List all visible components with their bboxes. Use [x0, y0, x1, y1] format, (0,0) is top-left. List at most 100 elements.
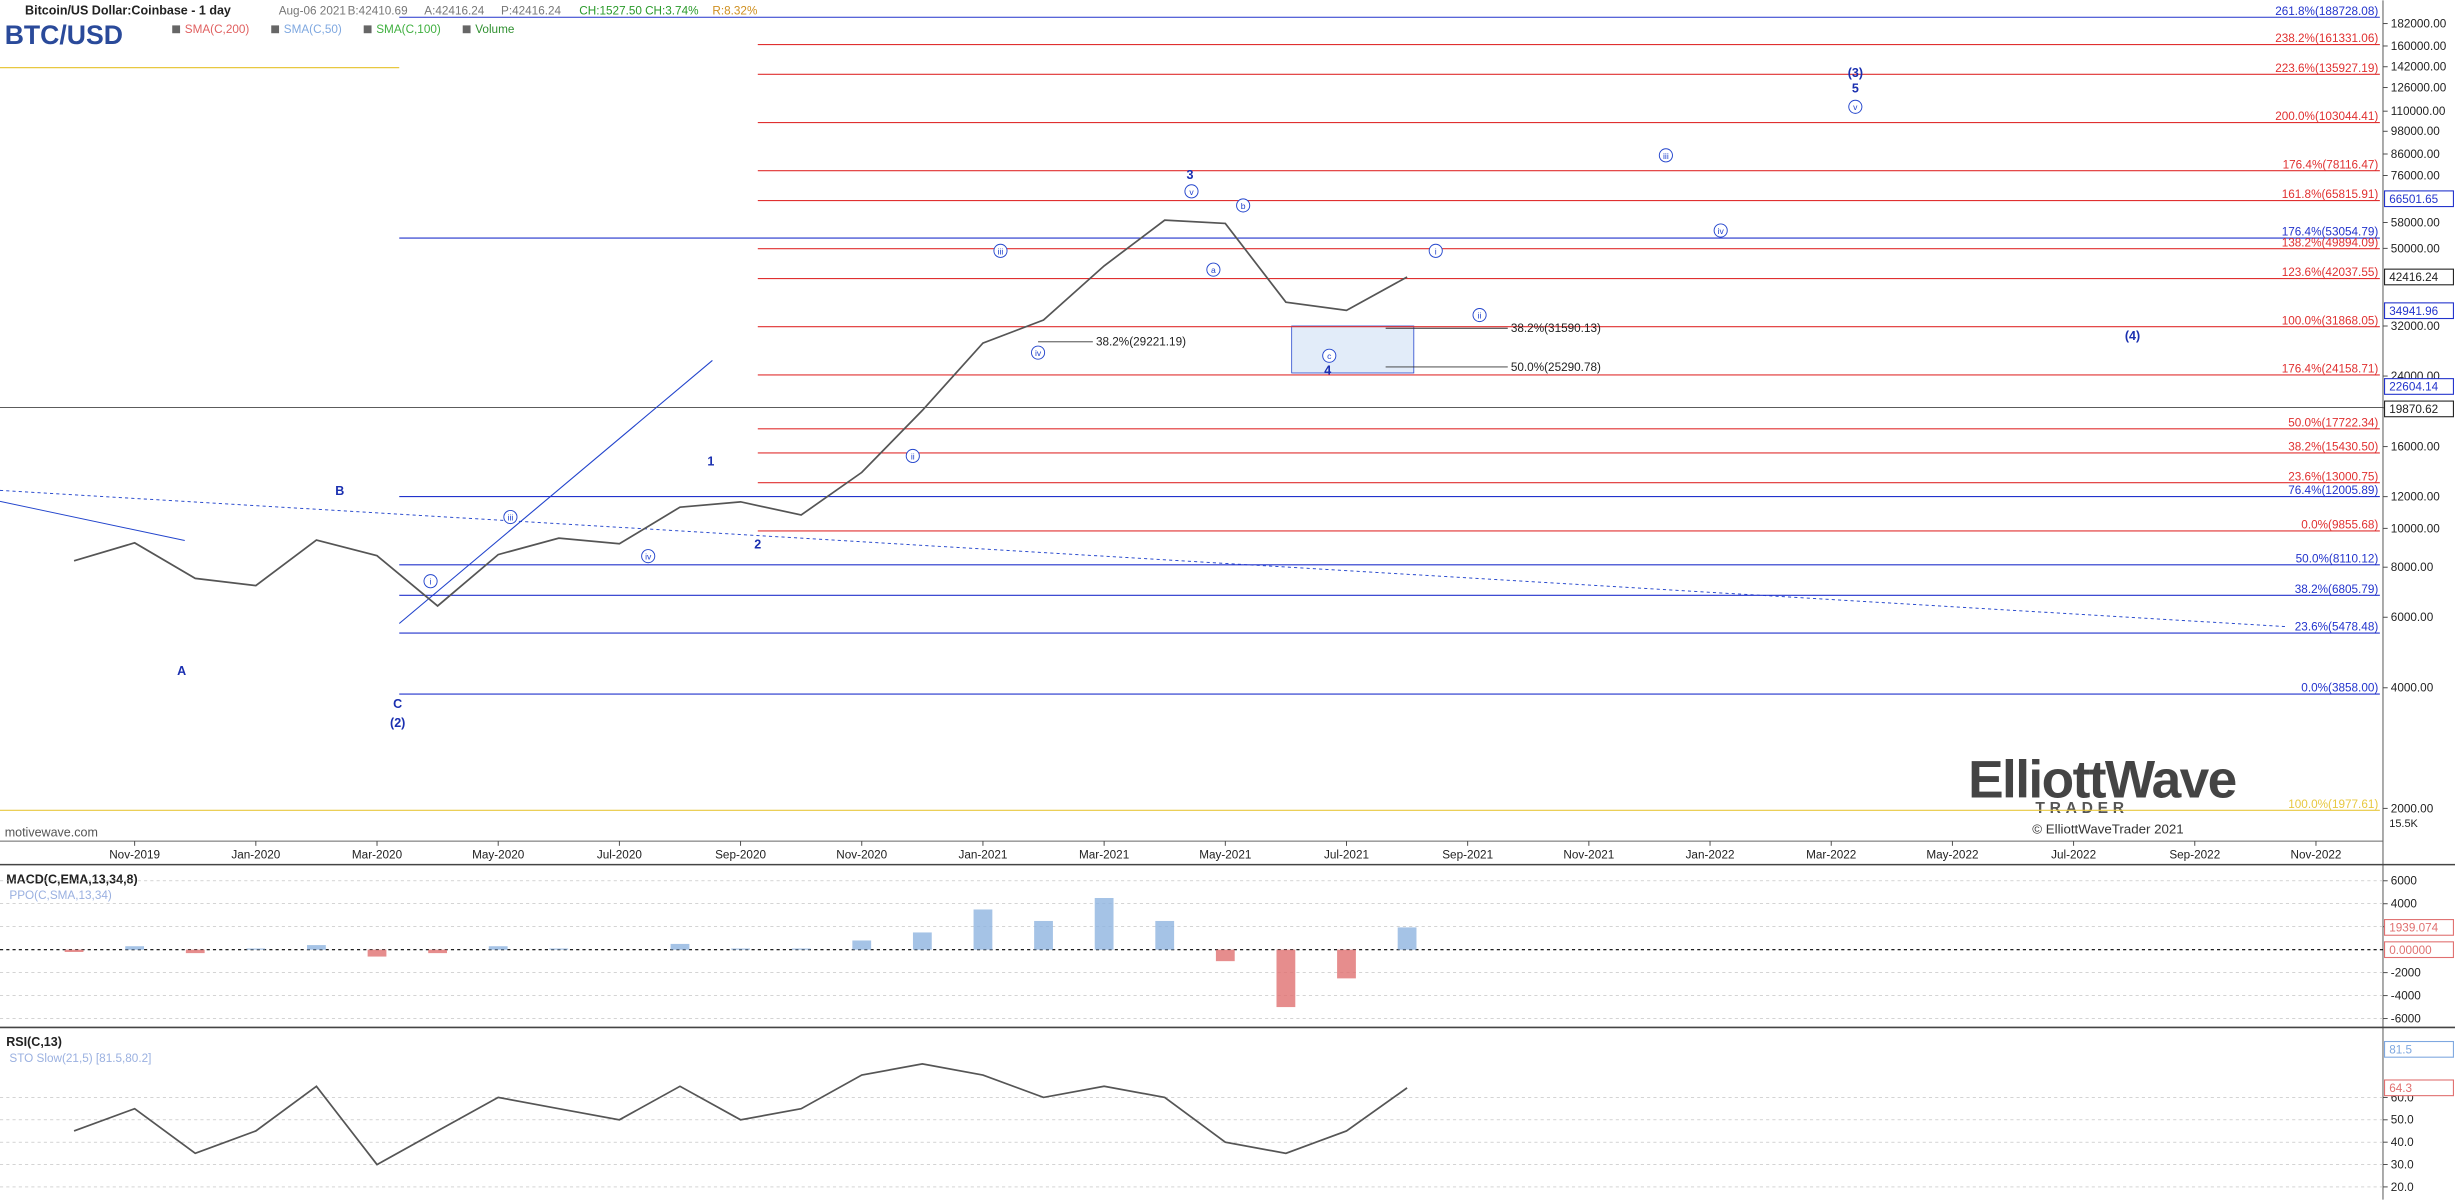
wave-label: 1: [707, 454, 714, 468]
price-box-label: 66501.65: [2389, 193, 2438, 206]
price-box-label: 81.5: [2389, 1044, 2412, 1057]
price-box-label: 34941.96: [2389, 305, 2438, 318]
x-tick-label: May-2020: [472, 848, 525, 861]
fib-label: 100.0%(1977.61): [2288, 798, 2378, 811]
wave-label: 3: [1186, 168, 1193, 182]
legend-swatch: [363, 25, 372, 34]
trend-line: [0, 500, 185, 541]
panel-subtitle: STO Slow(21,5) [81.5,80.2]: [9, 1052, 151, 1065]
x-tick-label: Mar-2021: [1079, 848, 1129, 861]
copyright: © ElliottWaveTrader 2021: [2032, 821, 2183, 836]
fib-label: 223.6%(135927.19): [2275, 62, 2378, 75]
fib-label: 200.0%(103044.41): [2275, 110, 2378, 123]
macd-bar: [1397, 927, 1417, 950]
macd-bar: [731, 948, 750, 950]
quote-bid: B:42410.69: [348, 4, 408, 17]
price-line: [73, 1063, 1408, 1166]
price-box-label: 19870.62: [2389, 403, 2438, 416]
wave-circle: [503, 509, 518, 525]
y-tick-label: 110000.00: [2391, 105, 2446, 118]
fib-label: 50.0%(17722.34): [2288, 416, 2378, 429]
fib-label: 23.6%(5478.48): [2295, 621, 2379, 634]
legend-label: SMA(C,200): [185, 23, 250, 36]
wave-label: iii: [998, 246, 1004, 256]
fib-label: 176.4%(53054.79): [2282, 226, 2379, 239]
y-tick-label: 126000.00: [2391, 81, 2447, 94]
wave-label: ii: [1478, 310, 1482, 320]
x-tick-label: Jan-2022: [1686, 848, 1735, 861]
x-tick-label: Nov-2020: [836, 848, 887, 861]
price-box: [2383, 302, 2454, 320]
x-tick-label: Jan-2021: [958, 848, 1007, 861]
price-box-label: 22604.14: [2389, 381, 2438, 394]
price-box: [2383, 941, 2454, 959]
wave-label: (4): [2125, 329, 2140, 343]
price-box: [2383, 190, 2454, 208]
y-tick-label: 20.0: [2391, 1181, 2414, 1194]
y-tick-label: 4000.00: [2391, 682, 2434, 695]
fib-label: 261.8%(188728.08): [2275, 5, 2378, 18]
x-tick-label: Sep-2022: [2169, 848, 2220, 861]
y-tick-label: 50.0: [2391, 1114, 2414, 1127]
wave-label: iii: [508, 512, 514, 522]
wave-label: 5: [1852, 82, 1859, 96]
wave-label: a: [1211, 265, 1216, 275]
x-tick-label: Sep-2021: [1442, 848, 1493, 861]
x-tick-label: Jul-2021: [1324, 848, 1369, 861]
logo: ElliottWave: [1968, 750, 2236, 809]
price-box: [2383, 400, 2454, 418]
y-tick-label: -6000: [2391, 1012, 2421, 1025]
macd-bar: [307, 945, 326, 950]
x-tick-label: Jul-2020: [597, 848, 642, 861]
wave-label: v: [1189, 187, 1194, 197]
chart-title: Bitcoin/US Dollar:Coinbase - 1 day: [25, 3, 231, 17]
quote-ask: A:42416.24: [424, 4, 485, 17]
x-tick-label: Mar-2022: [1806, 848, 1856, 861]
macd-bar: [912, 932, 932, 950]
wave-label: iii: [1663, 151, 1669, 161]
legend-label: SMA(C,50): [284, 23, 342, 36]
macd-bar: [1337, 949, 1356, 979]
fib-label: 100.0%(31868.05): [2282, 314, 2379, 327]
quote-date: Aug-06 2021: [279, 4, 346, 17]
macd-bar: [670, 943, 690, 950]
fib-label: 76.4%(12005.89): [2288, 484, 2378, 497]
panel-title: RSI(C,13): [6, 1035, 62, 1049]
quote-price: P:42416.24: [501, 4, 562, 17]
wave-label: B: [335, 484, 344, 498]
fib-label: 238.2%(161331.06): [2275, 32, 2378, 45]
fib-label: 176.4%(24158.71): [2282, 363, 2379, 376]
price-box: [2383, 1079, 2454, 1097]
macd-bar: [488, 946, 508, 950]
macd-bar: [973, 909, 993, 950]
x-tick-label: Jul-2022: [2051, 848, 2096, 861]
x-tick-label: Jan-2020: [231, 848, 280, 861]
macd-bar: [1155, 920, 1175, 950]
macd-bar: [1215, 949, 1235, 962]
y-tick-label: 16000.00: [2391, 441, 2440, 454]
y-tick-label: 142000.00: [2391, 61, 2447, 74]
wave-circle: [1206, 262, 1221, 277]
y-tick-label: 98000.00: [2391, 125, 2440, 138]
fib-label: 161.8%(65815.91): [2282, 188, 2379, 201]
macd-bar: [428, 949, 448, 954]
wave-label: v: [1853, 102, 1858, 112]
wave-circle: [1236, 198, 1251, 213]
fib-label: 123.6%(42037.55): [2282, 266, 2379, 279]
wave-circle: [1428, 243, 1443, 258]
wave-label: b: [1241, 201, 1246, 211]
trend-line: [398, 360, 713, 624]
price-box: [2383, 1040, 2454, 1058]
legend-swatch: [271, 25, 280, 34]
y-tick-label: -2000: [2391, 967, 2421, 980]
macd-bar: [64, 949, 84, 952]
fib-label: 23.6%(13000.75): [2288, 470, 2378, 483]
legend-label: SMA(C,100): [376, 23, 441, 36]
fib-label: 138.2%(49894.09): [2282, 236, 2379, 249]
wave-label: 4: [1324, 364, 1331, 378]
x-tick-label: May-2021: [1199, 848, 1251, 861]
fib-label: 38.2%(6805.79): [2295, 583, 2379, 596]
wave-label: i: [430, 577, 432, 587]
price-box: [2383, 268, 2454, 286]
